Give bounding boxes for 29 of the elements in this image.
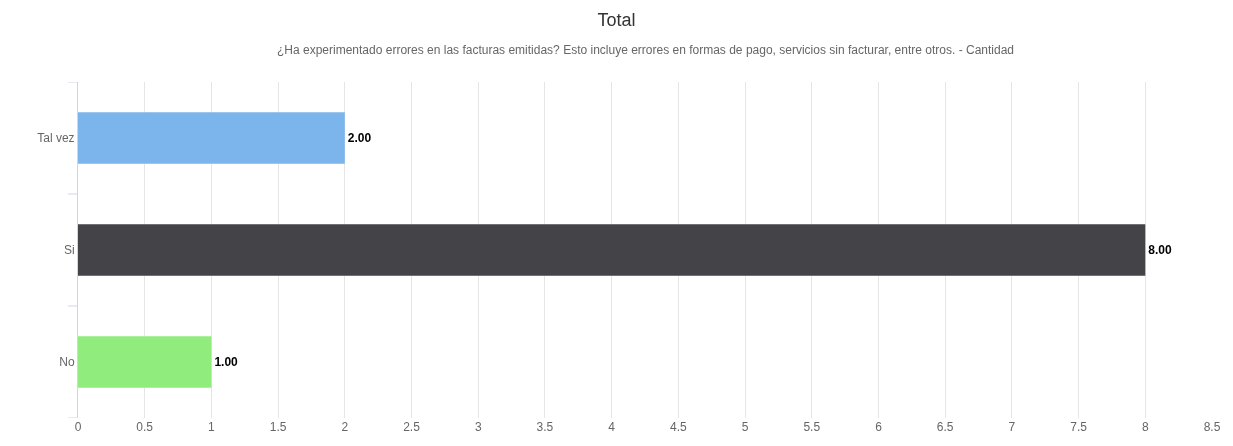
bar [78,112,345,164]
x-tick-label: 8 [1141,420,1149,434]
chart-title: Total [597,9,636,30]
y-tick-label: Si [63,243,75,258]
data-label: 2.00 [347,131,372,145]
x-tick-label: 0.5 [136,420,154,434]
x-tick-label: 1 [208,420,216,434]
y-tick-label: No [59,355,75,370]
chart-subtitle: ¿Ha experimentado errores en las facturas emitidas? Esto incluye errores en formas de pago, servicios sin facturar, entre otros. - Cantidad [277,43,1015,57]
x-tick-label: 5.5 [803,420,821,434]
x-tick-label: 2.5 [403,420,421,434]
data-label: 1.00 [214,355,239,369]
x-tick-label: 3.5 [536,420,554,434]
x-tick-label: 6 [875,420,883,434]
x-tick-label: 6.5 [936,420,954,434]
x-tick-label: 7 [1008,420,1016,434]
x-tick-label: 2 [341,420,349,434]
y-tick-label: Tal vez [37,131,75,146]
x-tick-label: 5 [741,420,749,434]
data-label: 8.00 [1148,243,1172,257]
bar [78,336,212,388]
x-tick-label: 4 [608,420,616,434]
bar [78,224,1146,276]
x-tick-label: 4.5 [670,420,688,434]
x-tick-label: 0 [74,420,82,434]
x-tick-label: 7.5 [1070,420,1088,434]
x-tick-label: 8.5 [1203,420,1221,434]
x-tick-label: 3 [474,420,482,434]
x-tick-label: 1.5 [269,420,287,434]
